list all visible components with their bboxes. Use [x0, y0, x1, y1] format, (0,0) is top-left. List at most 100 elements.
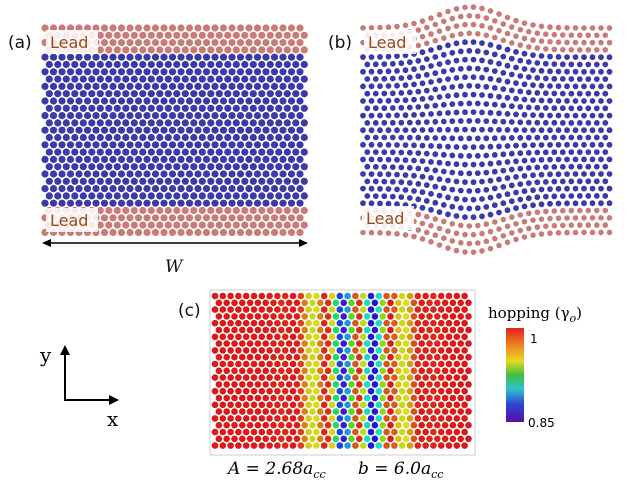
atom — [50, 127, 57, 134]
atom — [88, 119, 95, 126]
atom — [483, 170, 489, 176]
atom — [288, 112, 295, 119]
atom — [114, 76, 121, 83]
atom — [203, 112, 210, 119]
atom — [139, 32, 146, 39]
atom — [488, 144, 494, 150]
atom — [372, 395, 379, 402]
atom — [426, 354, 433, 361]
atom — [411, 21, 417, 27]
atom — [407, 90, 413, 96]
atom — [471, 249, 477, 255]
atom — [118, 83, 125, 90]
atom — [458, 83, 464, 89]
atom — [560, 47, 566, 53]
atom — [203, 200, 210, 207]
atom — [301, 61, 308, 68]
atom — [313, 429, 320, 436]
atom — [329, 415, 336, 422]
atom — [530, 22, 536, 28]
atom — [237, 24, 244, 31]
atom — [227, 320, 234, 327]
atom — [373, 193, 379, 199]
atom — [224, 192, 231, 199]
atom — [376, 334, 383, 341]
lead-label: Lead — [50, 211, 88, 230]
atom — [207, 149, 214, 156]
atom — [458, 240, 464, 246]
atom — [526, 195, 532, 201]
atom — [547, 216, 553, 222]
atom — [445, 127, 451, 133]
atom — [251, 415, 258, 422]
atom — [288, 24, 295, 31]
atom — [165, 46, 172, 53]
atom — [247, 408, 254, 415]
atom — [395, 327, 402, 334]
atom — [568, 120, 574, 126]
atom — [577, 208, 583, 214]
atom — [471, 127, 477, 133]
atom — [395, 381, 402, 388]
atom — [364, 62, 370, 68]
atom — [284, 76, 291, 83]
atom — [237, 39, 244, 46]
atom — [211, 24, 218, 31]
atom — [590, 84, 596, 90]
atom — [227, 442, 234, 449]
atom — [296, 156, 303, 163]
atom — [305, 320, 312, 327]
atom — [216, 436, 223, 443]
atom — [539, 83, 545, 89]
atom — [450, 422, 457, 429]
atom — [241, 61, 248, 68]
atom — [296, 185, 303, 192]
atom — [458, 205, 464, 211]
atom — [426, 395, 433, 402]
atom — [509, 198, 515, 204]
atom — [348, 436, 355, 443]
atom — [607, 54, 613, 60]
atom — [173, 46, 180, 53]
atom — [223, 422, 230, 429]
atom — [505, 159, 511, 165]
atom — [186, 156, 193, 163]
atom — [391, 320, 398, 327]
atom — [403, 23, 409, 29]
atom — [143, 24, 150, 31]
atom — [391, 347, 398, 354]
atom — [399, 293, 406, 300]
width-label: W — [165, 257, 184, 277]
atom — [321, 429, 328, 436]
atom — [101, 156, 108, 163]
atom — [390, 120, 396, 126]
atom — [383, 442, 390, 449]
atom — [284, 222, 291, 229]
atom — [309, 354, 316, 361]
atom — [131, 134, 138, 141]
atom — [543, 90, 549, 96]
atom — [458, 170, 464, 176]
atom — [46, 105, 53, 112]
atom — [479, 248, 485, 254]
atom — [398, 150, 404, 156]
atom — [496, 226, 502, 232]
atom — [122, 32, 129, 39]
atom — [407, 442, 414, 449]
atom — [148, 119, 155, 126]
atom — [594, 193, 600, 199]
atom — [235, 293, 242, 300]
atom — [122, 46, 129, 53]
atom — [288, 185, 295, 192]
atom — [430, 361, 437, 368]
atom — [418, 436, 425, 443]
atom — [325, 354, 332, 361]
atom — [148, 105, 155, 112]
atom — [267, 61, 274, 68]
atom — [509, 40, 515, 46]
atom — [288, 156, 295, 163]
atom — [212, 334, 219, 341]
atom — [372, 300, 379, 307]
atom — [298, 429, 305, 436]
atom — [255, 395, 262, 402]
